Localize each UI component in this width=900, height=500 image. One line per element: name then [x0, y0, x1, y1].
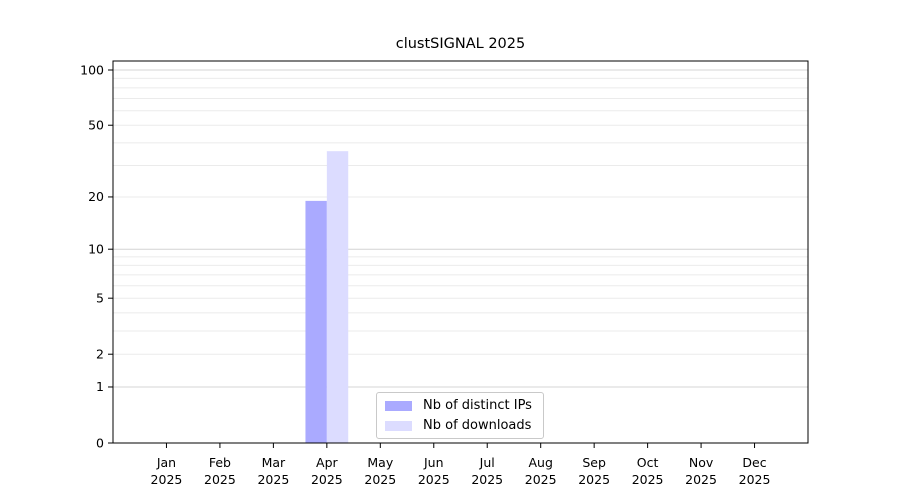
x-tick-label-year: 2025: [632, 472, 664, 487]
y-tick-label: 20: [88, 189, 104, 204]
chart-title: clustSIGNAL 2025: [395, 36, 526, 52]
x-tick-label-year: 2025: [257, 472, 289, 487]
x-tick-label-year: 2025: [151, 472, 183, 487]
bar-nb-of-downloads: [326, 151, 349, 443]
x-tick-label-month: Sep: [582, 455, 606, 470]
x-tick-label-month: Apr: [316, 455, 338, 470]
y-tick-label: 5: [96, 290, 104, 305]
x-tick-label-month: Mar: [262, 455, 286, 470]
legend-item: Nb of downloads: [385, 418, 543, 434]
x-tick-label-month: Jan: [156, 455, 176, 470]
x-tick-label-year: 2025: [471, 472, 503, 487]
y-tick-label: 0: [96, 435, 104, 450]
x-tick-label-year: 2025: [739, 472, 771, 487]
x-tick-label-year: 2025: [311, 472, 343, 487]
bar-nb-of-distinct-ips: [305, 200, 327, 443]
legend-swatch: [385, 400, 412, 411]
legend-item: Nb of distinct IPs: [385, 398, 543, 414]
x-tick-label-year: 2025: [525, 472, 557, 487]
y-tick-label: 100: [80, 62, 104, 77]
x-tick-label-month: Aug: [528, 455, 552, 470]
y-tick-label: 1: [96, 379, 104, 394]
x-tick-label-month: May: [367, 455, 393, 470]
x-tick-label-month: Jul: [479, 455, 495, 470]
x-tick-label-year: 2025: [204, 472, 236, 487]
x-tick-label-year: 2025: [418, 472, 450, 487]
legend: Nb of distinct IPs Nb of downloads: [376, 392, 544, 439]
x-tick-label-year: 2025: [578, 472, 610, 487]
y-tick-label: 50: [88, 117, 104, 132]
plot-frame: [112, 60, 809, 444]
legend-swatch: [385, 420, 412, 431]
y-tick-label: 10: [88, 241, 104, 256]
x-tick-label-month: Nov: [689, 455, 714, 470]
x-tick-label-month: Jun: [423, 455, 444, 470]
x-tick-label-month: Dec: [742, 455, 766, 470]
x-tick-label-month: Feb: [209, 455, 231, 470]
x-tick-label-year: 2025: [364, 472, 396, 487]
x-tick-label-year: 2025: [685, 472, 717, 487]
x-tick-label-month: Oct: [637, 455, 659, 470]
legend-label: Nb of downloads: [423, 418, 532, 433]
legend-label: Nb of distinct IPs: [423, 398, 532, 413]
y-tick-label: 2: [96, 346, 104, 361]
